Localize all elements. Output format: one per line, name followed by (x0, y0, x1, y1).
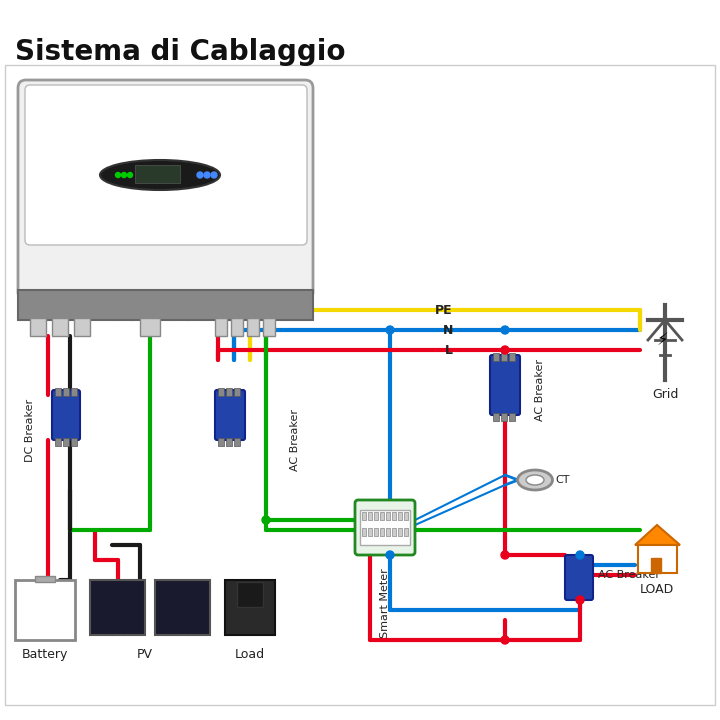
Text: Battery: Battery (22, 648, 68, 661)
Text: Grid: Grid (652, 388, 678, 401)
Circle shape (501, 346, 509, 354)
Bar (386, 512, 390, 520)
Polygon shape (635, 525, 680, 545)
Circle shape (501, 326, 509, 334)
Text: DC Breaker: DC Breaker (25, 398, 35, 462)
Text: LOAD: LOAD (640, 583, 674, 596)
FancyBboxPatch shape (52, 390, 80, 440)
Text: Sistema di Cablaggio: Sistema di Cablaggio (15, 38, 346, 66)
Bar (234, 438, 240, 446)
Circle shape (262, 516, 270, 524)
Bar (218, 438, 224, 446)
Bar (63, 438, 69, 446)
Bar (398, 512, 402, 520)
Bar (18, 290, 313, 320)
Bar (404, 512, 408, 520)
Bar (231, 318, 243, 336)
Circle shape (386, 326, 394, 334)
Text: AC Breaker: AC Breaker (290, 409, 300, 471)
Bar (493, 353, 499, 361)
Text: AC Breaker: AC Breaker (535, 359, 545, 421)
Circle shape (501, 636, 509, 644)
Bar (263, 318, 275, 336)
Bar (509, 353, 515, 361)
FancyBboxPatch shape (18, 80, 313, 300)
FancyBboxPatch shape (490, 355, 520, 415)
Text: L: L (445, 343, 453, 356)
FancyBboxPatch shape (355, 500, 415, 555)
Text: Load: Load (235, 648, 265, 661)
Bar (380, 528, 384, 536)
Text: Smart Meter: Smart Meter (380, 568, 390, 638)
Ellipse shape (100, 160, 220, 190)
Text: PE: PE (436, 304, 453, 317)
Bar (55, 388, 61, 396)
Bar (71, 438, 77, 446)
Bar (362, 512, 366, 520)
Bar (362, 528, 366, 536)
Bar (215, 318, 227, 336)
Bar (74, 318, 90, 336)
Bar (35, 576, 55, 582)
Bar (237, 582, 263, 607)
Bar (368, 512, 372, 520)
FancyBboxPatch shape (215, 390, 245, 440)
Bar (404, 528, 408, 536)
Bar (234, 388, 240, 396)
Bar (140, 318, 160, 336)
Circle shape (204, 172, 210, 178)
Text: ⚡: ⚡ (656, 331, 668, 349)
Bar (5, 65, 715, 705)
Bar (392, 512, 396, 520)
Circle shape (127, 173, 132, 178)
Circle shape (501, 551, 509, 559)
Bar (380, 512, 384, 520)
Bar (52, 318, 68, 336)
Bar (155, 580, 210, 635)
Bar (374, 512, 378, 520)
Text: N: N (443, 323, 453, 336)
FancyBboxPatch shape (565, 555, 593, 600)
Bar (493, 413, 499, 421)
Text: CT: CT (555, 475, 570, 485)
Circle shape (576, 596, 584, 604)
Bar (501, 353, 507, 361)
Circle shape (211, 172, 217, 178)
Bar (226, 388, 232, 396)
Ellipse shape (518, 470, 552, 490)
Bar (15, 580, 75, 640)
Bar (509, 413, 515, 421)
Bar (392, 528, 396, 536)
Bar (218, 388, 224, 396)
Bar (226, 438, 232, 446)
Bar (638, 545, 677, 573)
Bar (71, 388, 77, 396)
Bar (30, 318, 46, 336)
Bar (360, 510, 410, 545)
Text: PV: PV (137, 648, 153, 661)
Text: AC Breaker: AC Breaker (598, 570, 660, 580)
Bar (651, 558, 661, 573)
Bar (398, 528, 402, 536)
Circle shape (115, 173, 120, 178)
Bar (225, 580, 275, 635)
Circle shape (122, 173, 127, 178)
Bar (247, 318, 259, 336)
Bar (368, 528, 372, 536)
Bar (135, 165, 180, 183)
Ellipse shape (526, 475, 544, 485)
Bar (90, 580, 145, 635)
FancyBboxPatch shape (25, 85, 307, 245)
Circle shape (386, 551, 394, 559)
Bar (386, 528, 390, 536)
Bar (63, 388, 69, 396)
Bar (55, 438, 61, 446)
Bar (374, 528, 378, 536)
Circle shape (197, 172, 203, 178)
Circle shape (576, 551, 584, 559)
Bar (501, 413, 507, 421)
